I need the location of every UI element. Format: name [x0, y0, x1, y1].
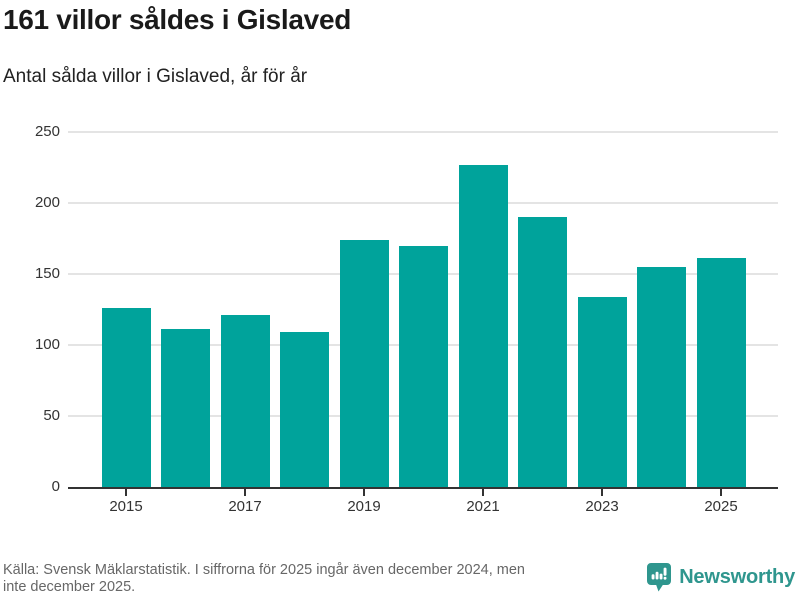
bar-2015 — [101, 308, 151, 487]
y-axis-label-100: 100 — [34, 336, 60, 353]
x-axis-label-2019: 2019 — [347, 498, 381, 515]
x-axis-tick-2021 — [482, 489, 484, 496]
bar-2020 — [399, 245, 448, 487]
newsworthy-wordmark: Newsworthy — [679, 566, 795, 588]
x-axis-label-2015: 2015 — [109, 498, 143, 515]
y-axis-label-0: 0 — [51, 478, 60, 495]
bar-chart: 0 50 100 150 200 250 2015 2017 2019 2021 2023 2025 — [34, 123, 778, 515]
y-axis-label-250: 250 — [34, 123, 60, 140]
x-axis-label-2023: 2023 — [585, 498, 619, 515]
source-line-2: inte december 2025. — [3, 579, 136, 595]
x-axis-tick-2015 — [125, 489, 127, 496]
x-axis-tick-2017 — [244, 489, 246, 496]
chart-subtitle: Antal sålda villor i Gislaved, år för år — [3, 66, 308, 87]
x-axis-label-2017: 2017 — [228, 498, 262, 515]
bar-2024 — [637, 266, 686, 487]
x-axis-tick-2019 — [363, 489, 365, 496]
bar-2019 — [339, 239, 389, 487]
bar-2016 — [161, 329, 210, 487]
x-axis-line — [68, 487, 778, 490]
bar-2025 — [696, 258, 746, 487]
gridline-200 — [68, 202, 778, 204]
newsworthy-logo: Newsworthy — [647, 563, 795, 592]
y-axis-label-150: 150 — [34, 265, 60, 282]
plot-area — [68, 131, 778, 490]
newsworthy-icon — [647, 563, 672, 592]
x-axis-label-2021: 2021 — [466, 498, 500, 515]
x-axis-tick-2023 — [601, 489, 603, 496]
y-axis-label-50: 50 — [43, 407, 60, 424]
bar-2022 — [518, 217, 567, 487]
chart-title: 161 villor såldes i Gislaved — [3, 4, 352, 35]
bar-2023 — [577, 296, 627, 487]
bar-2018 — [280, 332, 329, 487]
gridline-250 — [68, 131, 778, 133]
x-axis-label-2025: 2025 — [704, 498, 738, 515]
bar-2017 — [220, 315, 270, 487]
x-axis-tick-2025 — [720, 489, 722, 496]
y-axis-label-200: 200 — [34, 194, 60, 211]
source-note: Källa: Svensk Mäklarstatistik. I siffror… — [3, 562, 525, 596]
bar-2021 — [458, 164, 508, 487]
source-line-1: Källa: Svensk Mäklarstatistik. I siffror… — [3, 562, 525, 578]
